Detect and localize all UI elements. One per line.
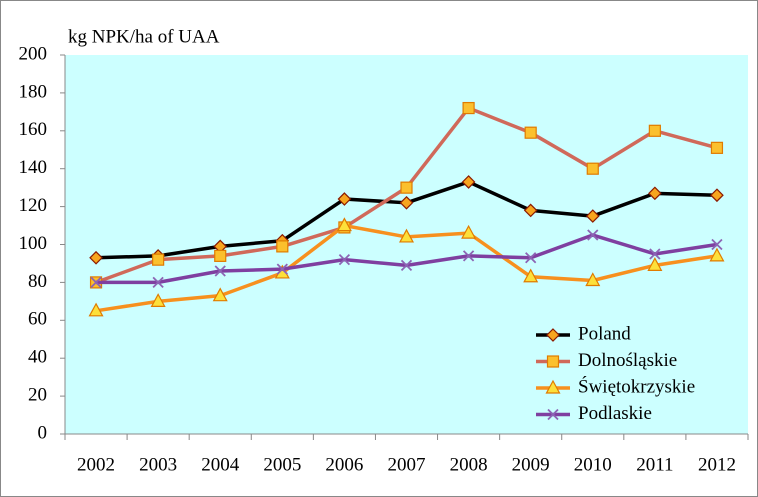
x-tick-label: 2003 <box>139 454 177 475</box>
legend-label: Świętokrzyskie <box>578 375 695 397</box>
data-point <box>150 293 166 307</box>
x-tick-label: 2008 <box>450 454 488 475</box>
legend-label: Podlaskie <box>578 403 652 424</box>
x-tick-label: 2004 <box>201 454 240 475</box>
data-point <box>276 240 289 253</box>
data-point <box>152 253 165 266</box>
data-point <box>338 254 351 266</box>
data-point <box>461 175 476 189</box>
data-point <box>398 228 415 243</box>
data-point <box>710 188 724 203</box>
x-tick-label: 2010 <box>574 454 612 475</box>
y-tick-label: 0 <box>38 422 48 443</box>
data-point <box>711 238 723 251</box>
data-point <box>88 302 104 317</box>
legend-label: Poland <box>578 323 631 344</box>
x-tick-label: 2011 <box>636 454 673 475</box>
data-point <box>523 203 538 218</box>
data-point <box>649 248 661 260</box>
x-tick-label: 2006 <box>325 454 363 475</box>
data-point <box>648 124 661 137</box>
data-point <box>585 272 601 287</box>
data-point <box>337 192 352 206</box>
data-point <box>89 250 103 265</box>
data-point <box>399 195 414 210</box>
data-point <box>525 252 537 264</box>
y-tick-label: 40 <box>28 347 47 368</box>
data-point <box>461 224 477 239</box>
data-point <box>214 265 226 277</box>
legend-label: Dolnośląskie <box>578 350 677 371</box>
x-tick-label: 2012 <box>698 454 736 475</box>
legend-marker <box>547 408 559 421</box>
data-point <box>462 250 475 262</box>
legend-marker <box>546 328 560 342</box>
legend-marker <box>546 355 560 368</box>
data-point <box>648 186 662 201</box>
x-tick-label: 2009 <box>512 454 550 475</box>
y-tick-label: 80 <box>28 271 47 292</box>
y-tick-label: 160 <box>19 119 48 140</box>
data-point <box>214 249 227 262</box>
y-tick-label: 60 <box>28 309 47 330</box>
x-tick-label: 2005 <box>263 454 301 475</box>
data-point <box>276 263 288 275</box>
data-point <box>710 141 724 154</box>
data-point <box>336 217 352 232</box>
data-point <box>586 162 599 175</box>
x-tick-label: 2002 <box>77 454 115 475</box>
data-point <box>523 268 539 283</box>
y-tick-label: 200 <box>19 43 48 64</box>
data-point <box>462 101 475 115</box>
data-point <box>647 257 663 271</box>
legend-marker <box>545 379 561 394</box>
y-tick-label: 20 <box>28 384 47 405</box>
y-tick-label: 100 <box>19 233 48 254</box>
data-point <box>400 259 413 271</box>
y-tick-label: 180 <box>19 81 48 102</box>
data-point <box>524 126 537 139</box>
y-tick-label: 140 <box>19 157 48 178</box>
data-point <box>400 181 413 194</box>
data-point <box>587 229 599 241</box>
data-point <box>212 287 228 302</box>
y-tick-label: 120 <box>19 195 48 216</box>
x-tick-label: 2007 <box>388 454 426 475</box>
plot-area <box>65 55 748 434</box>
data-point <box>585 209 600 223</box>
data-point <box>709 247 725 262</box>
data-point <box>90 276 102 289</box>
axis-unit-label: kg NPK/ha of UAA <box>68 26 220 47</box>
data-point <box>152 276 164 289</box>
